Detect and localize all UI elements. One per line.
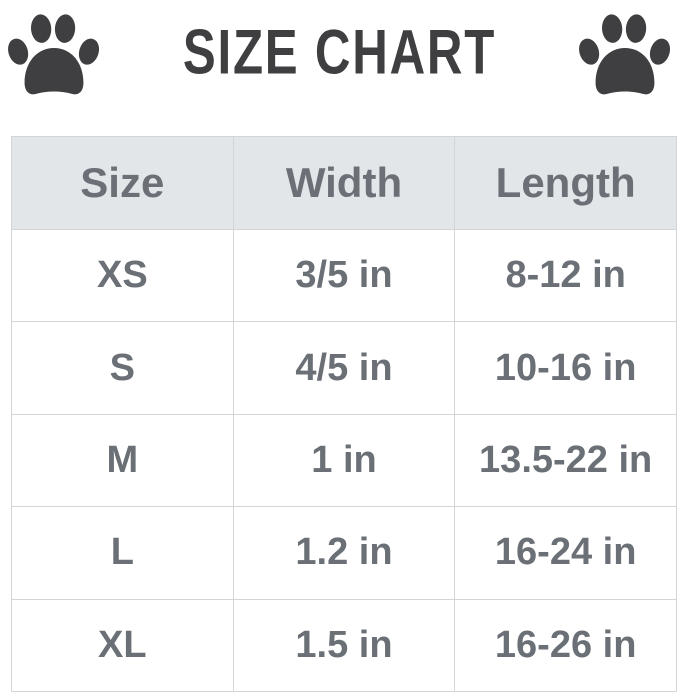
table-header-row: Size Width Length xyxy=(11,136,677,230)
size-cell: XL xyxy=(11,598,234,693)
size-cell: M xyxy=(11,413,234,508)
size-cell: XS xyxy=(11,228,234,323)
size-chart-table: Size Width Length XS 3/5 in 8-12 in S 4/… xyxy=(11,136,677,693)
table-row: S 4/5 in 10-16 in xyxy=(11,321,677,415)
header: SIZE CHART xyxy=(0,0,679,116)
table-row: XL 1.5 in 16-26 in xyxy=(11,598,677,693)
paw-icon xyxy=(8,9,100,109)
width-cell: 1 in xyxy=(232,413,456,508)
length-cell: 16-26 in xyxy=(454,598,677,693)
length-cell: 10-16 in xyxy=(454,321,677,415)
width-cell: 3/5 in xyxy=(232,228,456,323)
table-row: L 1.2 in 16-24 in xyxy=(11,506,677,600)
column-header-size: Size xyxy=(11,136,234,230)
length-cell: 13.5-22 in xyxy=(454,413,677,508)
page-title: SIZE CHART xyxy=(182,15,497,87)
size-cell: L xyxy=(11,506,234,600)
paw-icon xyxy=(579,9,671,109)
length-cell: 8-12 in xyxy=(454,228,677,323)
column-header-length: Length xyxy=(454,136,677,230)
length-cell: 16-24 in xyxy=(454,506,677,600)
column-header-width: Width xyxy=(232,136,456,230)
width-cell: 4/5 in xyxy=(232,321,456,415)
table-row: M 1 in 13.5-22 in xyxy=(11,413,677,508)
width-cell: 1.2 in xyxy=(232,506,456,600)
size-chart-table-wrap: Size Width Length XS 3/5 in 8-12 in S 4/… xyxy=(11,136,677,693)
width-cell: 1.5 in xyxy=(232,598,456,693)
size-cell: S xyxy=(11,321,234,415)
table-row: XS 3/5 in 8-12 in xyxy=(11,228,677,323)
